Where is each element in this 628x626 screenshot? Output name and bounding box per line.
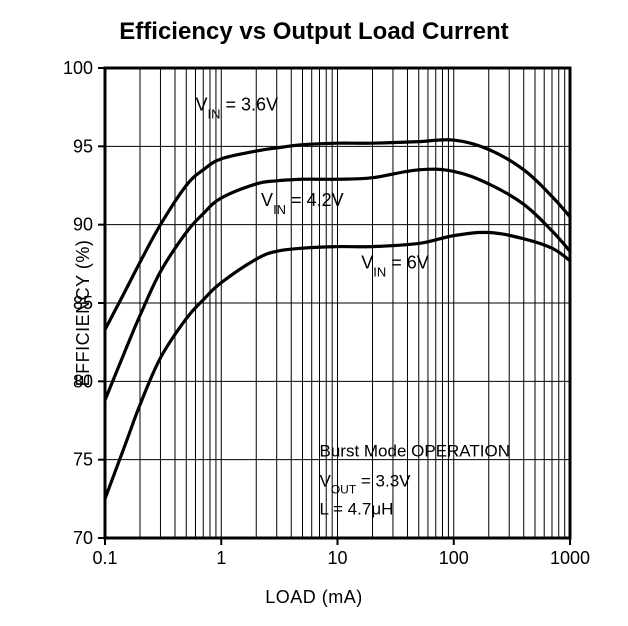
efficiency-chart: Efficiency vs Output Load Current EFFICI…	[0, 0, 628, 626]
chart-svg: 7075808590951000.11101001000VIN = 3.6VVI…	[0, 0, 628, 626]
svg-text:90: 90	[73, 215, 93, 235]
svg-text:100: 100	[63, 58, 93, 78]
svg-text:75: 75	[73, 450, 93, 470]
svg-text:VIN = 3.6V: VIN = 3.6V	[195, 94, 278, 121]
svg-text:80: 80	[73, 371, 93, 391]
svg-text:L = 4.7μH: L = 4.7μH	[319, 500, 393, 519]
svg-text:Burst Mode OPERATION: Burst Mode OPERATION	[319, 442, 510, 461]
svg-text:0.1: 0.1	[92, 548, 117, 568]
svg-text:95: 95	[73, 136, 93, 156]
svg-text:1000: 1000	[550, 548, 590, 568]
svg-text:85: 85	[73, 293, 93, 313]
svg-text:1: 1	[216, 548, 226, 568]
svg-text:70: 70	[73, 528, 93, 548]
svg-text:100: 100	[439, 548, 469, 568]
svg-text:10: 10	[327, 548, 347, 568]
svg-text:VOUT = 3.3V: VOUT = 3.3V	[319, 471, 411, 496]
